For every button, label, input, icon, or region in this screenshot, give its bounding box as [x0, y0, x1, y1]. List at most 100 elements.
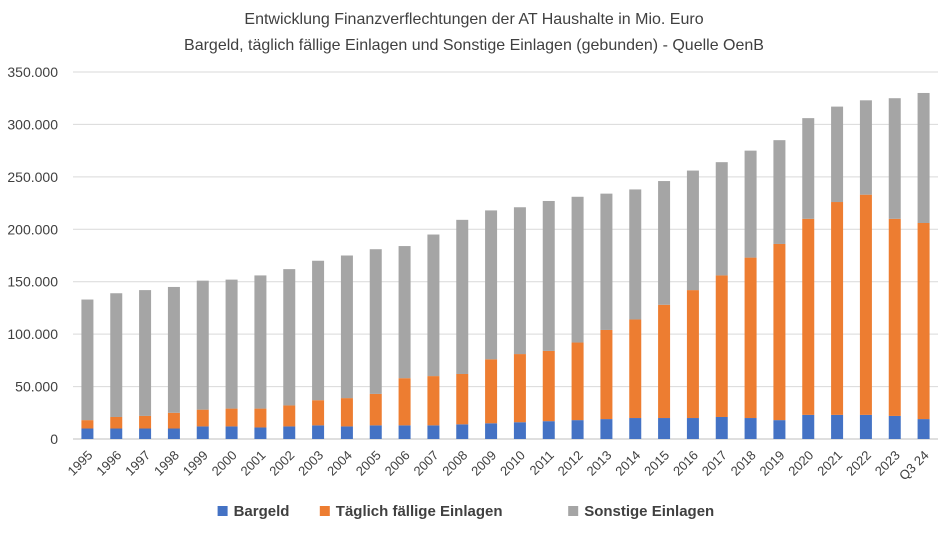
- chart-title: Entwicklung Finanzverflechtungen der AT …: [244, 11, 703, 28]
- bar-segment: [139, 428, 152, 439]
- y-tick-label: 150.000: [7, 274, 58, 290]
- bar-segment: [859, 194, 872, 415]
- bar-segment: [859, 100, 872, 195]
- bar-segment: [398, 246, 411, 379]
- bar-segment: [600, 329, 613, 420]
- bar-segment: [715, 275, 728, 417]
- chart-subtitle: Bargeld, täglich fällige Einlagen und So…: [184, 37, 764, 54]
- bar-segment: [773, 140, 786, 244]
- bar-segment: [110, 416, 123, 429]
- bar-segment: [254, 408, 267, 428]
- bar-segment: [600, 193, 613, 330]
- bar-segment: [398, 425, 411, 439]
- x-tick-label: 1998: [151, 448, 182, 479]
- bar-segment: [513, 354, 526, 423]
- bar-segment: [744, 418, 757, 439]
- bar-segment: [398, 378, 411, 426]
- y-tick-label: 0: [50, 431, 58, 447]
- bar-segment: [658, 418, 671, 439]
- bar-segment: [802, 118, 815, 219]
- bar-segment: [81, 428, 94, 439]
- bar-segment: [225, 408, 238, 427]
- x-tick-label: 2005: [353, 448, 384, 479]
- bar-segment: [485, 423, 498, 439]
- x-tick-label: 2012: [555, 448, 586, 479]
- x-tick-label: 1999: [180, 448, 211, 479]
- bar-segment: [110, 428, 123, 439]
- bar-segment: [456, 219, 469, 374]
- x-tick-label: 2022: [843, 448, 874, 479]
- bar-segment: [513, 207, 526, 355]
- bar-segment: [831, 106, 844, 203]
- legend-label: Sonstige Einlagen: [584, 503, 714, 520]
- bar-segment: [456, 373, 469, 425]
- x-tick-label: 2001: [237, 448, 268, 479]
- bar-segment: [254, 427, 267, 439]
- bar-segment: [831, 202, 844, 415]
- bar-segment: [225, 279, 238, 409]
- bar-segment: [196, 409, 209, 427]
- bar-segment: [81, 299, 94, 421]
- bar-segment: [110, 293, 123, 417]
- bar-segment: [773, 420, 786, 439]
- x-tick-label: 2010: [497, 448, 528, 479]
- bar-segment: [888, 98, 901, 219]
- y-tick-label: 300.000: [7, 116, 58, 132]
- bar-segment: [283, 426, 296, 439]
- x-tick-label: 2021: [814, 448, 845, 479]
- bar-segment: [196, 280, 209, 410]
- bar-segment: [859, 414, 872, 439]
- bar-segment: [917, 222, 930, 420]
- bar-segment: [658, 304, 671, 419]
- bar-segment: [571, 342, 584, 421]
- legend-swatch: [568, 506, 579, 516]
- x-tick-label: 2019: [756, 448, 787, 479]
- x-tick-label: 2003: [295, 448, 326, 479]
- x-tick-label: 2008: [439, 448, 470, 479]
- bar-segment: [485, 210, 498, 360]
- x-tick-label: 2014: [612, 448, 643, 479]
- bar-segment: [629, 189, 642, 320]
- bar-segment: [312, 425, 325, 439]
- legend-swatch: [319, 506, 330, 516]
- x-tick-label: 2004: [324, 448, 355, 479]
- x-tick-label: 2000: [209, 448, 240, 479]
- y-axis-tick-labels: 0 50.000 100.000 150.000 200.000 250.000 300.0…: [7, 64, 58, 447]
- x-tick-label: 2009: [468, 448, 499, 479]
- legend: Bargeld Täglich fällige Einlagen Sonstige …: [217, 503, 714, 520]
- x-tick-label: 2016: [670, 448, 701, 479]
- bar-segment: [917, 419, 930, 439]
- bar-segment: [513, 422, 526, 439]
- x-tick-label: 2006: [382, 448, 413, 479]
- bar-segment: [139, 290, 152, 416]
- bar-segment: [629, 418, 642, 439]
- legend-label: Täglich fällige Einlagen: [336, 503, 503, 520]
- x-tick-label: 2011: [526, 448, 556, 478]
- legend-swatch: [217, 506, 228, 516]
- bar-segment: [571, 420, 584, 439]
- bar-segment: [427, 234, 440, 377]
- bar-segment: [542, 350, 555, 422]
- x-axis-tick-labels: 1995199619971998199920002001200220032004…: [64, 448, 931, 484]
- bar-segment: [888, 415, 901, 439]
- y-tick-label: 350.000: [7, 64, 58, 80]
- x-tick-label: 2017: [699, 448, 730, 479]
- x-tick-label: 2013: [583, 448, 614, 479]
- bar-segment: [773, 243, 786, 421]
- bar-segment: [167, 412, 180, 429]
- bars: [81, 92, 930, 439]
- bar-segment: [369, 393, 382, 426]
- bar-segment: [744, 150, 757, 258]
- bar-segment: [658, 181, 671, 305]
- bar-segment: [369, 249, 382, 394]
- x-tick-label: 1995: [64, 448, 95, 479]
- bar-segment: [802, 218, 815, 415]
- bar-segment: [629, 319, 642, 419]
- x-tick-label: 1997: [122, 448, 153, 479]
- legend-label: Bargeld: [234, 503, 290, 520]
- x-tick-label: 2002: [266, 448, 297, 479]
- x-tick-label: 2020: [785, 448, 816, 479]
- bar-segment: [686, 170, 699, 291]
